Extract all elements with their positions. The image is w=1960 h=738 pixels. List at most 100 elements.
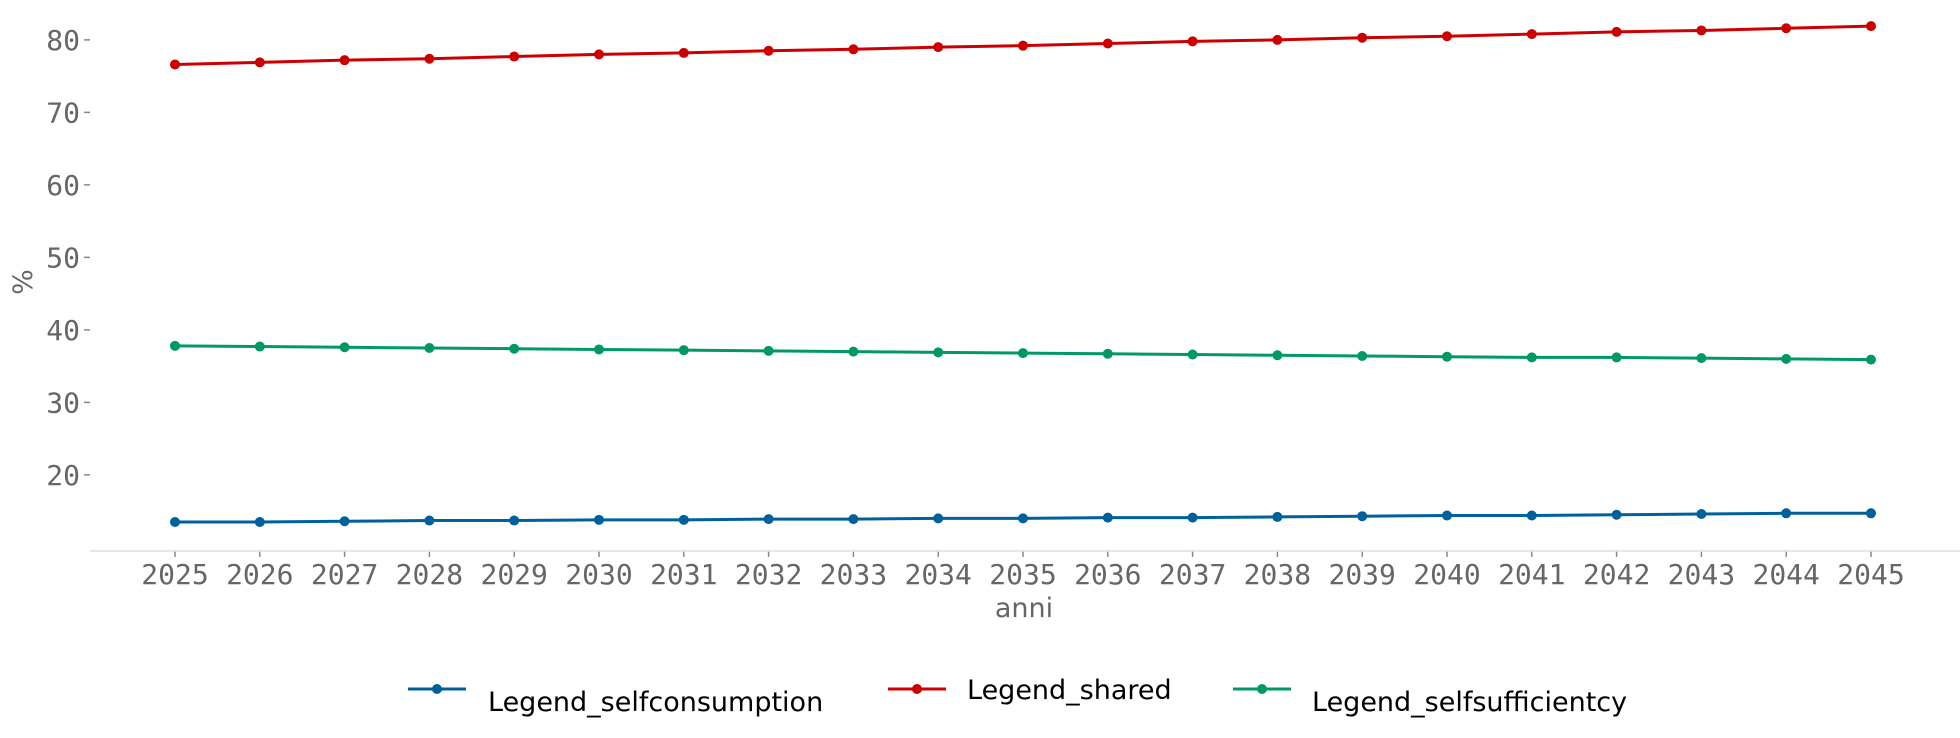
x-tick-label: 2028	[396, 558, 463, 591]
data-point	[1357, 511, 1368, 522]
legend-swatch-marker	[912, 684, 922, 694]
legend-item: Legend_selfsufficientcy	[1233, 684, 1627, 718]
data-point	[678, 47, 689, 58]
data-point	[1696, 25, 1707, 36]
data-point	[1187, 36, 1198, 47]
data-point	[509, 515, 520, 526]
data-point	[339, 55, 350, 66]
y-axis: 20 30 40 50 60 70 80	[46, 24, 90, 492]
y-tick-label: 50	[46, 241, 80, 274]
data-point	[1357, 350, 1368, 361]
legend-label: Legend_selfsufficientcy	[1312, 687, 1627, 718]
data-point	[1781, 508, 1792, 519]
y-tick-label: 70	[46, 96, 80, 129]
data-point	[1018, 348, 1028, 359]
data-point	[1018, 513, 1028, 524]
legend-label: Legend_shared	[967, 675, 1172, 706]
x-tick-label: 2026	[226, 558, 293, 591]
series-2	[170, 340, 1876, 365]
x-axis: 2025 2026 2027 2028 2029 2030 2031 2032 2033 2034…	[141, 551, 1905, 591]
x-tick-label: 2038	[1244, 558, 1311, 591]
data-point	[1611, 26, 1622, 37]
data-point	[170, 517, 180, 527]
x-tick-label: 2036	[1074, 558, 1141, 591]
data-point	[339, 342, 350, 353]
data-point	[1442, 351, 1452, 362]
x-tick-label: 2033	[820, 558, 887, 591]
data-point	[254, 517, 265, 527]
data-point	[170, 59, 180, 70]
data-point	[1442, 31, 1452, 42]
data-point	[848, 44, 859, 55]
data-point	[1272, 511, 1283, 522]
data-point	[254, 57, 265, 68]
data-point	[1357, 32, 1368, 43]
y-tick-label: 60	[46, 169, 80, 202]
data-point	[1018, 40, 1028, 51]
data-point	[170, 340, 180, 351]
data-point	[1102, 38, 1113, 49]
series-layer	[170, 21, 1876, 527]
data-point	[1696, 509, 1707, 520]
data-point	[424, 343, 435, 353]
data-point	[678, 345, 689, 356]
x-tick-label: 2031	[650, 558, 717, 591]
data-point	[594, 514, 604, 525]
data-point	[1526, 352, 1537, 363]
x-tick-label: 2034	[904, 558, 971, 591]
data-point	[763, 45, 774, 56]
x-tick-label: 2039	[1328, 558, 1395, 591]
x-axis-label: anni	[995, 593, 1053, 624]
legend: Legend_selfconsumption Legend_shared Legen…	[408, 675, 1627, 718]
data-point	[339, 516, 350, 527]
data-point	[1781, 23, 1792, 34]
data-point	[1102, 348, 1113, 359]
x-tick-label: 2029	[480, 558, 547, 591]
data-point	[594, 344, 604, 355]
data-point	[1696, 353, 1707, 364]
x-tick-label: 2032	[735, 558, 802, 591]
series-1	[170, 21, 1876, 70]
y-tick-label: 20	[46, 459, 80, 492]
x-tick-label: 2045	[1837, 558, 1904, 591]
x-tick-label: 2030	[565, 558, 632, 591]
data-point	[1442, 510, 1452, 521]
data-point	[424, 515, 435, 526]
x-tick-label: 2035	[989, 558, 1056, 591]
data-point	[1781, 353, 1792, 364]
x-tick-label: 2042	[1583, 558, 1650, 591]
data-point	[848, 346, 859, 357]
data-point	[763, 345, 774, 356]
data-point	[933, 42, 944, 53]
data-point	[424, 53, 435, 64]
data-point	[1272, 34, 1283, 45]
x-tick-label: 2041	[1498, 558, 1565, 591]
x-tick-label: 2044	[1752, 558, 1819, 591]
data-point	[1187, 349, 1198, 360]
data-point	[1526, 29, 1537, 40]
data-point	[1866, 21, 1876, 32]
data-point	[509, 51, 520, 62]
data-point	[1866, 354, 1876, 365]
data-point	[254, 341, 265, 352]
legend-swatch-marker	[1257, 684, 1267, 694]
data-point	[1526, 510, 1537, 521]
y-axis-label: %	[8, 269, 39, 295]
y-tick-label: 40	[46, 314, 80, 347]
data-point	[509, 343, 520, 354]
data-point	[1272, 350, 1283, 361]
data-point	[763, 514, 774, 525]
data-point	[1102, 512, 1113, 523]
x-tick-label: 2025	[141, 558, 208, 591]
legend-item: Legend_shared	[888, 675, 1172, 706]
data-point	[933, 347, 944, 358]
data-point	[1866, 508, 1876, 519]
x-tick-label: 2040	[1413, 558, 1480, 591]
data-point	[1611, 352, 1622, 363]
data-point	[848, 514, 859, 525]
series-0	[170, 508, 1876, 527]
data-point	[1187, 512, 1198, 523]
data-point	[678, 514, 689, 525]
x-tick-label: 2043	[1668, 558, 1735, 591]
